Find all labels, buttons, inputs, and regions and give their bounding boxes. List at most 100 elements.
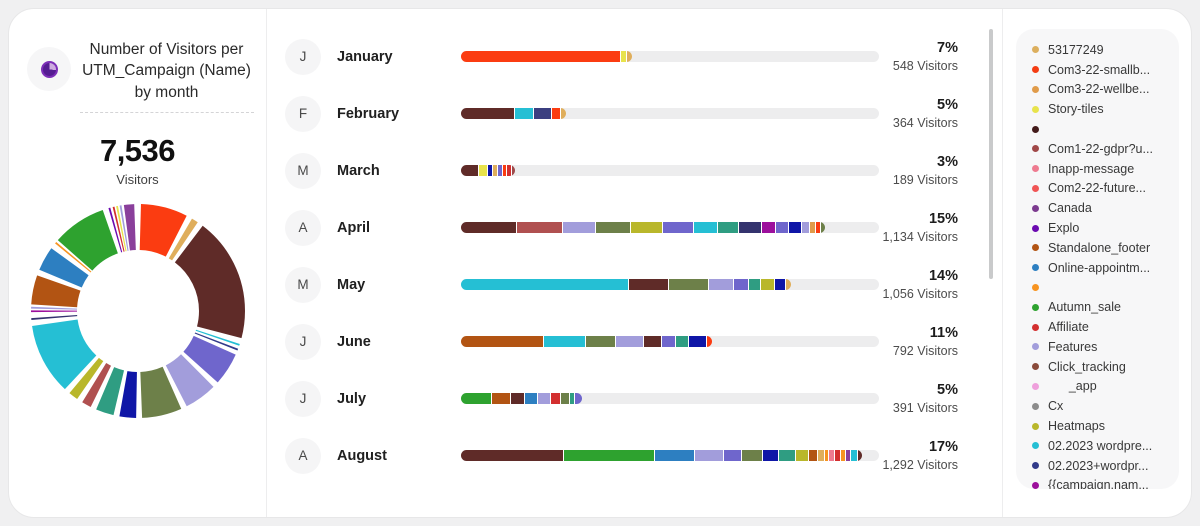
bar-segment[interactable]	[616, 336, 643, 347]
legend-item[interactable]: Story-tiles	[1032, 99, 1179, 119]
legend-item[interactable]	[1032, 278, 1179, 298]
bar-segment[interactable]	[850, 450, 857, 461]
legend-item[interactable]: Inapp-message	[1032, 159, 1179, 179]
legend-item[interactable]: 53177249	[1032, 40, 1179, 60]
month-bar-track[interactable]	[461, 450, 879, 461]
legend-item[interactable]: Canada	[1032, 198, 1179, 218]
bar-segment[interactable]	[693, 222, 717, 233]
bar-segment[interactable]	[779, 450, 796, 461]
bar-segment[interactable]	[669, 279, 708, 290]
bar-segment[interactable]	[461, 165, 479, 176]
bar-segment[interactable]	[631, 222, 663, 233]
bar-segment[interactable]	[514, 108, 533, 119]
bar-segment[interactable]	[538, 393, 550, 404]
donut-segment[interactable]	[30, 204, 245, 419]
bar-segment[interactable]	[817, 450, 824, 461]
bar-segment[interactable]	[857, 450, 863, 461]
bar-segment[interactable]	[708, 279, 733, 290]
bar-segment[interactable]	[511, 393, 524, 404]
bar-segment[interactable]	[517, 222, 563, 233]
bar-segment[interactable]	[829, 450, 835, 461]
legend-item[interactable]: Affiliate	[1032, 317, 1179, 337]
bar-segment[interactable]	[629, 279, 669, 290]
bar-segment[interactable]	[676, 336, 689, 347]
bar-segment[interactable]	[820, 222, 825, 233]
bar-segment[interactable]	[824, 450, 829, 461]
donut-chart[interactable]	[26, 199, 250, 423]
legend-item[interactable]: Cx	[1032, 396, 1179, 416]
donut-segment[interactable]	[30, 204, 245, 419]
legend-item[interactable]: 02.2023+wordpr...	[1032, 456, 1179, 476]
legend-item[interactable]: Com3-22-wellbe...	[1032, 80, 1179, 100]
bar-segment[interactable]	[563, 222, 595, 233]
bar-segment[interactable]	[835, 450, 840, 461]
legend-item[interactable]: Heatmaps	[1032, 416, 1179, 436]
bar-segment[interactable]	[845, 450, 850, 461]
bar-segment[interactable]	[621, 51, 627, 62]
legend-item[interactable]: {{campaign.nam...	[1032, 476, 1179, 489]
legend-item[interactable]: Com2-22-future...	[1032, 179, 1179, 199]
bar-segment[interactable]	[461, 108, 514, 119]
legend-item[interactable]: Features	[1032, 337, 1179, 357]
bar-segment[interactable]	[461, 279, 629, 290]
bar-segment[interactable]	[762, 450, 779, 461]
bar-segment[interactable]	[488, 165, 493, 176]
legend-item[interactable]: 02.2023 wordpre...	[1032, 436, 1179, 456]
bar-segment[interactable]	[511, 165, 516, 176]
bar-segment[interactable]	[560, 393, 569, 404]
bar-segment[interactable]	[816, 222, 820, 233]
bar-segment[interactable]	[786, 279, 792, 290]
bar-segment[interactable]	[808, 450, 817, 461]
bar-segment[interactable]	[796, 450, 808, 461]
month-bar-track[interactable]	[461, 393, 879, 404]
bar-segment[interactable]	[775, 222, 789, 233]
bar-segment[interactable]	[595, 222, 631, 233]
bar-segment[interactable]	[840, 450, 845, 461]
bar-segment[interactable]	[550, 393, 560, 404]
bar-segment[interactable]	[551, 108, 561, 119]
bar-segment[interactable]	[723, 450, 742, 461]
bar-segment[interactable]	[507, 165, 511, 176]
bar-segment[interactable]	[627, 51, 633, 62]
bar-segment[interactable]	[717, 222, 739, 233]
legend-item[interactable]: Com3-22-smallb...	[1032, 60, 1179, 80]
bar-segment[interactable]	[733, 279, 749, 290]
bar-segment[interactable]	[760, 279, 774, 290]
bar-segment[interactable]	[491, 393, 511, 404]
legend-item[interactable]: Online-appointm...	[1032, 258, 1179, 278]
bar-segment[interactable]	[789, 222, 801, 233]
bar-segment[interactable]	[461, 51, 621, 62]
bar-segment[interactable]	[739, 222, 762, 233]
bar-segment[interactable]	[461, 336, 544, 347]
month-bar-track[interactable]	[461, 108, 879, 119]
legend-item[interactable]: Click_tracking	[1032, 357, 1179, 377]
bar-segment[interactable]	[661, 336, 676, 347]
month-bar-track[interactable]	[461, 165, 879, 176]
bar-segment[interactable]	[524, 393, 538, 404]
bar-segment[interactable]	[563, 450, 654, 461]
bar-segment[interactable]	[544, 336, 586, 347]
bar-segment[interactable]	[810, 222, 816, 233]
month-bar-track[interactable]	[461, 336, 879, 347]
bar-segment[interactable]	[643, 336, 661, 347]
bar-segment[interactable]	[575, 393, 583, 404]
month-bar-track[interactable]	[461, 222, 879, 233]
legend-item[interactable]: Com1-22-gdpr?u...	[1032, 139, 1179, 159]
legend-item[interactable]: _app	[1032, 377, 1179, 397]
legend-item[interactable]: Explo	[1032, 218, 1179, 238]
vertical-scrollbar[interactable]	[989, 29, 993, 279]
bar-segment[interactable]	[801, 222, 810, 233]
legend-item[interactable]	[1032, 119, 1179, 139]
bar-segment[interactable]	[561, 108, 566, 119]
bar-segment[interactable]	[663, 222, 693, 233]
bar-segment[interactable]	[461, 222, 517, 233]
bar-segment[interactable]	[706, 336, 712, 347]
bar-segment[interactable]	[749, 279, 760, 290]
bar-segment[interactable]	[762, 222, 775, 233]
bar-segment[interactable]	[695, 450, 723, 461]
legend-item[interactable]: Standalone_footer	[1032, 238, 1179, 258]
legend-item[interactable]: Autumn_sale	[1032, 297, 1179, 317]
bar-segment[interactable]	[689, 336, 706, 347]
bar-segment[interactable]	[461, 450, 563, 461]
bar-segment[interactable]	[586, 336, 616, 347]
